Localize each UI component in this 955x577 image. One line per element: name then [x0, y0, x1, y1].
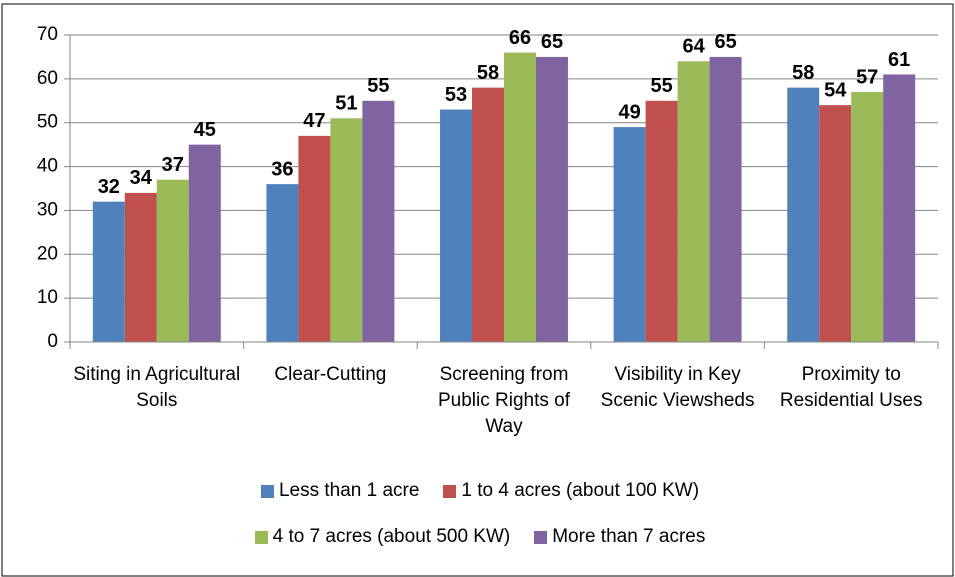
- legend-label: 1 to 4 acres (about 100 KW): [461, 480, 700, 501]
- legend-swatch: [534, 530, 548, 544]
- x-tick-label: Screening from Public Rights of Way: [437, 364, 570, 437]
- bar: [613, 127, 646, 342]
- y-tick-label: 30: [37, 199, 58, 220]
- data-label: 37: [162, 154, 184, 176]
- y-tick-label: 40: [37, 156, 58, 177]
- bar: [819, 105, 852, 343]
- chart-border: [1, 3, 954, 577]
- data-label: 58: [477, 62, 499, 84]
- legend-item: 1 to 4 acres (about 100 KW): [443, 480, 699, 502]
- legend-label: 4 to 7 acres (about 500 KW): [272, 526, 511, 547]
- data-label: 51: [335, 93, 357, 115]
- data-label: 65: [714, 31, 736, 53]
- y-tick-label: 20: [37, 243, 58, 264]
- x-tick-label: Clear-Cutting: [274, 364, 387, 385]
- bar: [188, 144, 221, 342]
- legend-swatch: [443, 484, 457, 498]
- bar: [472, 87, 504, 342]
- bar: [709, 56, 742, 343]
- bar: [92, 201, 125, 342]
- y-tick-label: 70: [37, 24, 58, 45]
- bar: [298, 135, 331, 342]
- bar: [362, 100, 395, 343]
- data-label: 49: [618, 101, 640, 123]
- bar: [266, 184, 299, 342]
- data-label: 55: [650, 75, 672, 97]
- bar: [851, 92, 884, 342]
- data-label: 34: [130, 167, 153, 189]
- bar: [330, 118, 363, 342]
- data-label: 58: [792, 62, 814, 84]
- data-label: 45: [194, 119, 216, 141]
- x-tick-label: Proximity to Residential Uses: [779, 364, 923, 411]
- data-label: 55: [367, 75, 389, 97]
- bar: [156, 179, 189, 342]
- legend-swatch: [254, 530, 268, 544]
- legend-label: Less than 1 acre: [278, 480, 420, 501]
- y-tick-label: 10: [37, 287, 58, 308]
- legend: Less than 1 acre 1 to 4 acres (about 100 …: [130, 480, 830, 548]
- bar: [504, 52, 536, 343]
- legend-swatch: [260, 484, 274, 498]
- data-label: 36: [271, 158, 293, 180]
- legend-label: More than 7 acres: [552, 526, 706, 547]
- data-label: 64: [682, 36, 705, 58]
- bar: [440, 109, 473, 342]
- bar: [787, 87, 820, 342]
- data-label: 53: [445, 84, 467, 106]
- y-tick-label: 0: [47, 331, 58, 352]
- data-label: 65: [541, 31, 563, 53]
- y-tick-label: 60: [37, 68, 58, 89]
- bar: [883, 74, 916, 342]
- x-tick-label: Siting in Agricultural Soils: [73, 364, 241, 411]
- bar: [645, 100, 678, 343]
- y-tick-label: 50: [37, 112, 58, 133]
- legend-item: Less than 1 acre: [260, 480, 420, 502]
- data-label: 57: [856, 66, 878, 88]
- data-label: 61: [888, 49, 910, 71]
- legend-item: More than 7 acres: [534, 526, 705, 548]
- bar: [535, 56, 568, 343]
- x-tick-label: Visibility in Key Scenic Viewsheds: [600, 364, 755, 411]
- legend-item: 4 to 7 acres (about 500 KW): [254, 526, 511, 548]
- data-label: 54: [824, 79, 847, 101]
- data-label: 66: [509, 27, 531, 49]
- data-label: 47: [303, 110, 325, 132]
- data-label: 32: [98, 176, 120, 198]
- bar: [677, 61, 710, 343]
- bar: [124, 192, 157, 342]
